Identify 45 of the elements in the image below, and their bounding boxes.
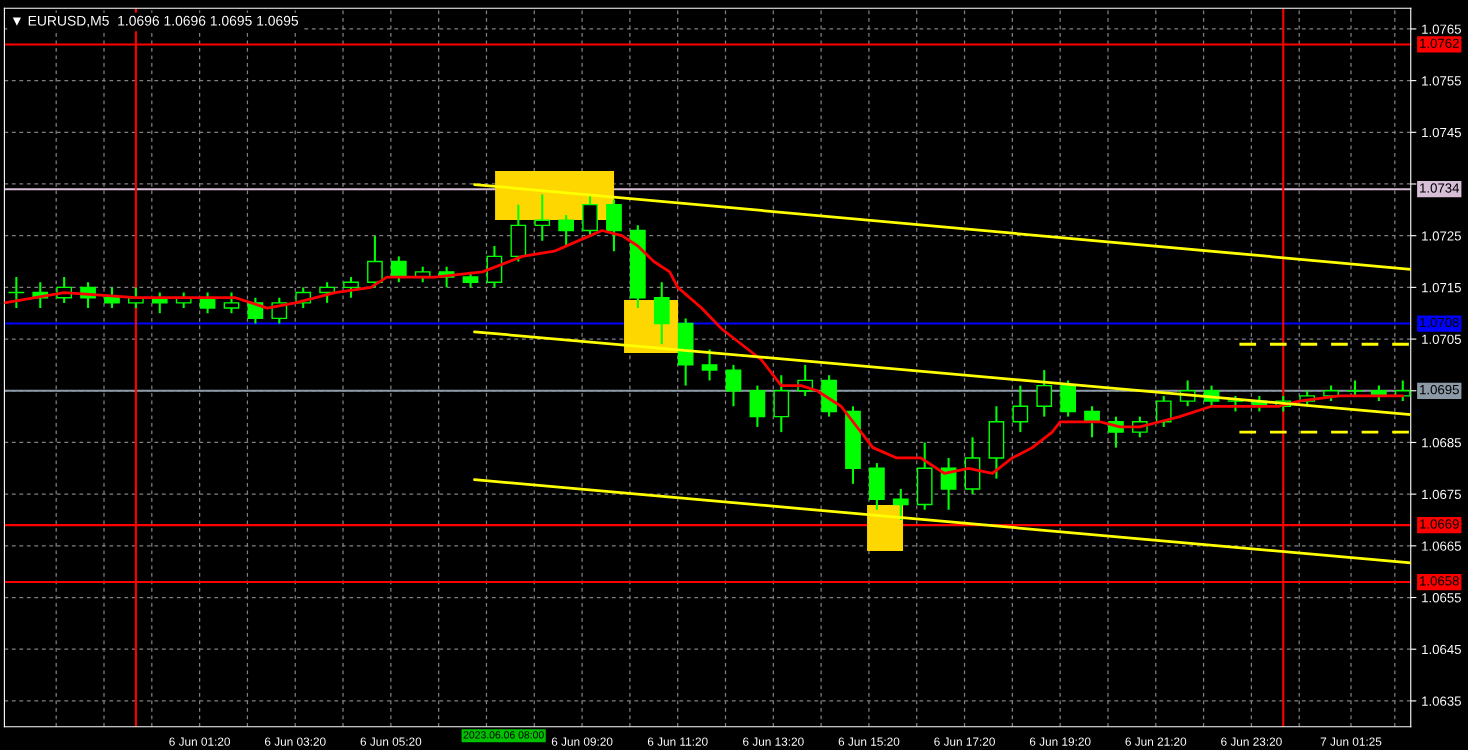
x-tick-label: 6 Jun 09:20 (551, 737, 613, 746)
candlestick (701, 348, 718, 382)
candlestick (104, 286, 120, 310)
candlestick (390, 255, 407, 284)
y-tick-label: 1.0705 (1422, 334, 1461, 344)
x-tick-label: 6 Jun 03:20 (264, 737, 326, 746)
candlestick (1155, 394, 1172, 428)
x-tick-label: 6 Jun 13:20 (743, 737, 804, 746)
candlestick (1012, 384, 1029, 434)
x-tick-label: 6 Jun 05:20 (360, 737, 422, 746)
y-tick-label: 1.0645 (1422, 644, 1461, 655)
y-tick-label: 1.0725 (1422, 231, 1461, 241)
x-tick-label: 6 Jun 17:20 (934, 737, 995, 746)
ref-line-label: 1.0708 (1420, 317, 1459, 328)
y-tick-label: 1.0655 (1422, 593, 1461, 603)
x-tick-label: 7 Jun 01:25 (1320, 737, 1382, 746)
candlestick (223, 291, 240, 315)
y-tick-label: 1.0715 (1422, 282, 1461, 293)
x-tick-label: 6 Jun 23:20 (1221, 737, 1282, 746)
candlestick (725, 363, 742, 408)
ref-line-label: 1.0762 (1420, 38, 1459, 48)
y-tick-label: 1.0685 (1422, 438, 1461, 448)
x-tick-label: 6 Jun 21:20 (1125, 737, 1187, 746)
x-tick-label: 6 Jun 19:20 (1029, 737, 1091, 746)
candlestick (558, 213, 575, 248)
candlestick (343, 276, 359, 299)
text: 2023.06.06 08:00 (463, 731, 544, 739)
y-tick-label: 1.0755 (1422, 76, 1461, 86)
y-tick-label: 1.0765 (1422, 24, 1461, 34)
candlestick (534, 193, 551, 242)
y-tick-label: 1.0675 (1422, 489, 1461, 500)
ref-line-label: 1.0669 (1420, 519, 1459, 529)
y-tick-label: 1.0665 (1422, 541, 1461, 551)
ref-line-label: 1.0658 (1420, 576, 1459, 586)
ref-line-label: 1.0734 (1420, 183, 1460, 193)
candlestick (1036, 369, 1053, 418)
candlestick (892, 487, 909, 522)
x-tick-label: 6 Jun 01:20 (169, 737, 231, 746)
y-tick-label: 1.0635 (1422, 696, 1461, 706)
y-tick-label: 1.0745 (1422, 127, 1461, 138)
x-tick-label: 6 Jun 11:20 (647, 737, 708, 746)
x-tick-label: 6 Jun 15:20 (838, 737, 900, 746)
chart-title: ▼ EURUSD,M5 1.0696 1.0696 1.0695 1.0695 (12, 15, 299, 28)
candlestick (367, 234, 383, 289)
ref-line-label: 1.0695 (1420, 384, 1459, 395)
